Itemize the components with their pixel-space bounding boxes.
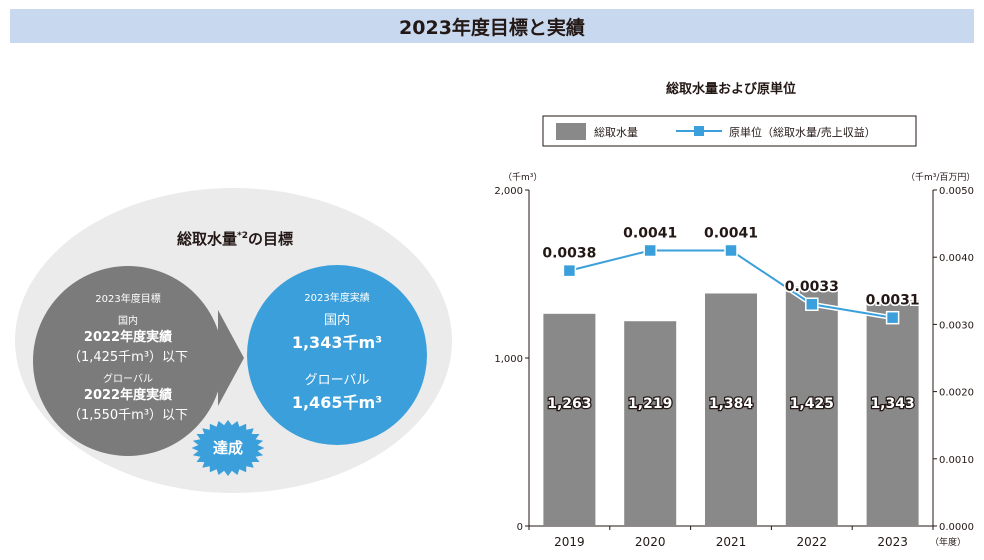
x-tick-label: 2023 <box>877 535 908 549</box>
line-value-label: 0.0041 <box>623 225 677 241</box>
page-title-bar: 2023年度目標と実績 <box>10 9 974 43</box>
goal-circle: 2023年度目標 国内 2022年度実績 （1,425千m³）以下 グローバル … <box>33 266 223 456</box>
badge-text: 達成 <box>213 439 243 457</box>
line-point-2022 <box>805 297 819 311</box>
x-unit: （年度） <box>930 536 966 548</box>
actual-domestic-label: 国内 <box>323 313 350 328</box>
y-right-tick-label: 0.0050 <box>939 186 974 197</box>
bar-2021 <box>705 293 757 526</box>
plot-area: 0 1,000 2,000 0.0000 0.0010 0.0020 0.0030 0.004… <box>494 186 974 549</box>
x-tick-label: 2020 <box>635 535 666 549</box>
x-tick-label: 2019 <box>554 535 585 549</box>
badge-starburst-icon <box>191 420 265 476</box>
page-title: 2023年度目標と実績 <box>399 16 585 39</box>
chart-legend: 総取水量 原単位（総取水量/売上収益） <box>542 115 917 147</box>
goal-domestic-line2: （1,425千m³）以下 <box>67 350 189 365</box>
y-right-tick-label: 0.0010 <box>939 455 974 466</box>
bar-2022 <box>785 286 838 526</box>
chart-title: 総取水量および原単位 <box>666 81 796 97</box>
line-point-2019 <box>562 263 577 278</box>
goal-global-line2: （1,550千m³）以下 <box>67 408 189 423</box>
bar-2023 <box>866 300 919 526</box>
bar-2019 <box>543 313 596 526</box>
legend-label-line: 原単位（総取水量/売上収益） <box>729 125 876 139</box>
arrow-right-icon <box>218 310 244 406</box>
legend-swatch-bar <box>556 123 586 140</box>
line-value-label: 0.0041 <box>704 225 758 241</box>
goal-heading: 総取水量*2の目標 <box>90 228 380 249</box>
legend-marker-line <box>694 126 704 136</box>
actual-label: 2023年度実績 <box>304 293 370 304</box>
y-right-tick-label: 0.0000 <box>939 522 974 533</box>
goal-global-label: グローバル <box>103 374 153 385</box>
y-right-tick-label: 0.0030 <box>939 320 974 331</box>
achieved-badge: 達成 <box>191 420 265 476</box>
y-left-unit: （千m³） <box>503 172 542 183</box>
x-tick-label: 2021 <box>716 535 747 549</box>
goal-heading-text: 総取水量 <box>177 230 238 248</box>
goal-global-line1: 2022年度実績 <box>83 388 173 403</box>
y-left-tick-label: 2,000 <box>494 186 523 197</box>
y-left-tick-label: 0 <box>517 522 523 533</box>
y-right-unit: （千m³/百万円） <box>906 172 975 183</box>
bar-value-label: 1,343 <box>870 396 914 412</box>
goal-label: 2023年度目標 <box>95 294 161 305</box>
bar-value-label: 1,384 <box>709 396 754 412</box>
line-value-label: 0.0033 <box>785 279 839 295</box>
actual-global-label: グローバル <box>304 373 370 388</box>
goal-heading-suffix: の目標 <box>247 230 293 248</box>
y-right-tick-label: 0.0040 <box>939 253 974 264</box>
goal-domestic-label: 国内 <box>118 316 138 327</box>
y-right-tick-label: 0.0020 <box>939 388 974 399</box>
bar-value-label: 1,425 <box>790 396 834 412</box>
goal-domestic-line1: 2022年度実績 <box>83 330 173 345</box>
line-point-2021 <box>724 243 738 258</box>
y-left-tick-label: 1,000 <box>494 354 523 365</box>
line-point-2020 <box>643 243 657 258</box>
goal-heading-footnote: *2 <box>237 231 248 241</box>
legend-label-bar: 総取水量 <box>594 125 638 139</box>
bar-value-label: 1,219 <box>628 396 672 412</box>
actual-domestic-value: 1,343千m³ <box>291 333 383 352</box>
bar-value-label: 1,263 <box>547 396 591 412</box>
bar-2020 <box>624 321 677 526</box>
line-value-label: 0.0031 <box>866 293 920 309</box>
actual-global-value: 1,465千m³ <box>291 393 383 412</box>
line-value-label: 0.0038 <box>542 246 596 262</box>
x-tick-label: 2022 <box>797 535 828 549</box>
actual-circle: 2023年度実績 国内 1,343千m³ グローバル 1,465千m³ <box>247 265 427 445</box>
line-point-2023 <box>885 310 900 325</box>
